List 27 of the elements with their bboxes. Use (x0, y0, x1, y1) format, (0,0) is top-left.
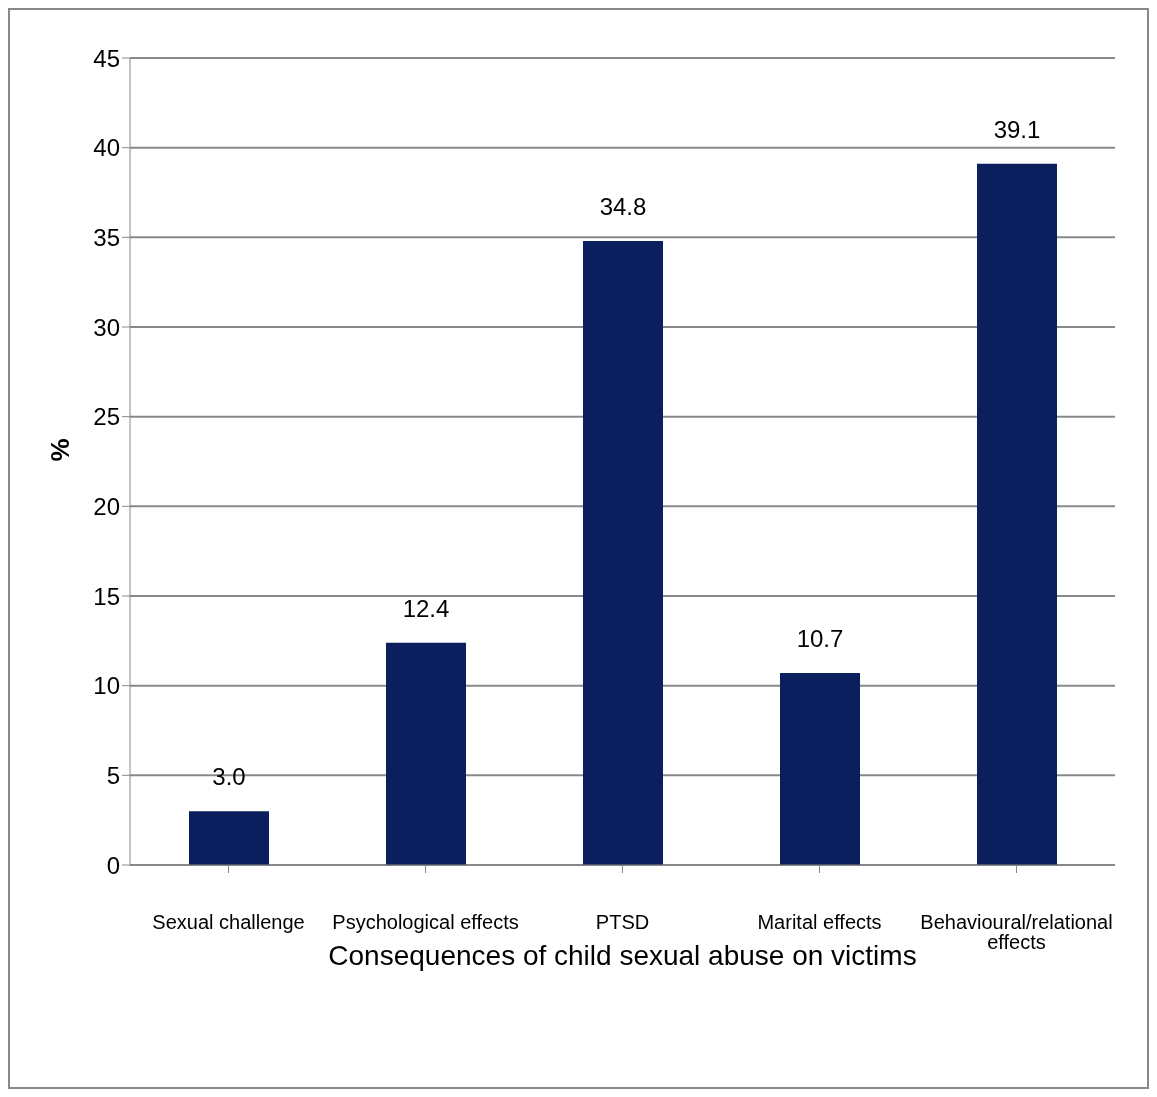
bar (583, 240, 663, 865)
bar (780, 673, 860, 865)
data-label: 3.0 (212, 763, 246, 791)
y-tick-label: 40 (93, 134, 120, 162)
y-tick-label: 45 (93, 44, 120, 72)
data-label: 39.1 (993, 115, 1041, 143)
data-label: 12.4 (402, 594, 450, 622)
x-tick-label: Marital effects (757, 911, 882, 934)
y-tick-label: 25 (93, 403, 120, 431)
y-tick-label: 20 (93, 492, 120, 520)
x-tick-label: Psychological effects (332, 911, 519, 934)
x-tick-label: Behavioural/relational effects (920, 911, 1113, 954)
bar (386, 642, 466, 865)
y-tick-label: 10 (93, 672, 120, 700)
bar (977, 163, 1057, 865)
y-tick-label: 35 (93, 223, 120, 251)
data-label: 10.7 (796, 625, 844, 653)
bar (189, 811, 269, 865)
y-tick-label: 0 (106, 851, 120, 879)
x-axis-title: Consequences of child sexual abuse on victims (328, 940, 917, 971)
y-tick-label: 5 (106, 761, 120, 789)
x-tick-label: PTSD (595, 911, 650, 934)
y-axis-title: % (45, 438, 76, 462)
x-tick-label: Sexual challenge (152, 911, 305, 934)
y-tick-label: 30 (93, 313, 120, 341)
y-tick-label: 15 (93, 582, 120, 610)
data-label: 34.8 (599, 192, 647, 220)
